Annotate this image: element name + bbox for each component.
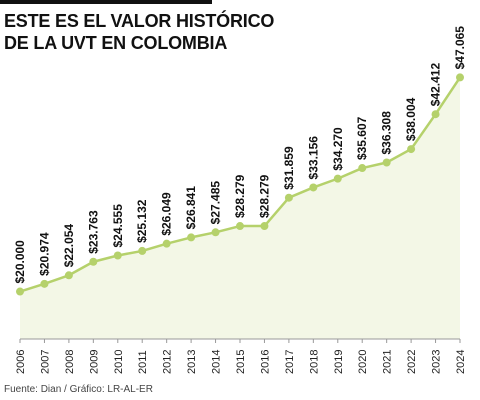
x-tick-label: 2010 [113, 350, 125, 374]
data-point [187, 233, 196, 242]
value-label: $27.485 [209, 181, 223, 225]
source-note: Fuente: Dian / Gráfico: LR-AL-ER [4, 384, 153, 395]
x-tick-label: 2021 [382, 350, 394, 374]
value-label: $35.607 [355, 116, 369, 160]
x-tick-label: 2017 [284, 350, 296, 374]
x-tick-label: 2014 [211, 350, 223, 374]
x-tick-label: 2016 [259, 350, 271, 374]
value-label: $28.279 [233, 174, 247, 218]
value-label: $25.132 [135, 199, 149, 243]
chart-title-line-1: ESTE ES EL VALOR HISTÓRICO [4, 11, 275, 31]
value-label: $20.974 [37, 232, 51, 276]
value-label: $31.859 [282, 146, 296, 190]
x-tick-label: 2020 [357, 350, 369, 374]
data-point [407, 145, 416, 154]
x-tick-label: 2015 [235, 350, 247, 374]
data-point [284, 193, 293, 202]
data-point [358, 164, 367, 173]
data-point [309, 183, 318, 192]
data-point [64, 271, 73, 280]
value-label: $36.308 [380, 111, 394, 155]
x-tick-label: 2007 [39, 350, 51, 374]
data-point [456, 73, 464, 82]
data-point [16, 287, 24, 296]
data-point [431, 110, 440, 119]
value-label: $26.049 [160, 192, 174, 236]
value-label: $20.000 [13, 240, 27, 284]
x-tick-label: 2006 [15, 350, 27, 374]
x-tick-label: 2024 [455, 350, 467, 374]
area-fill [20, 77, 460, 340]
x-tick-label: 2012 [162, 350, 174, 374]
x-tick-label: 2018 [308, 350, 320, 374]
x-tick-label: 2013 [186, 350, 198, 374]
x-tick-label: 2008 [64, 350, 76, 374]
data-point [333, 174, 342, 183]
data-point [113, 251, 122, 260]
x-tick-label: 2009 [88, 350, 100, 374]
data-point [89, 257, 98, 266]
chart-title: ESTE ES EL VALOR HISTÓRICO DE LA UVT EN … [4, 10, 304, 54]
value-label: $38.004 [404, 97, 418, 141]
data-point [236, 222, 244, 231]
top-rule [0, 0, 212, 4]
value-label: $33.156 [306, 136, 320, 180]
value-label: $47.065 [453, 26, 467, 70]
chart-title-line-2: DE LA UVT EN COLOMBIA [4, 33, 228, 53]
data-point [40, 279, 49, 288]
value-label: $23.763 [86, 210, 100, 254]
value-label: $42.412 [429, 63, 443, 107]
x-tick-label: 2011 [137, 350, 149, 374]
data-point [260, 222, 269, 231]
x-tick-label: 2022 [406, 350, 418, 374]
value-label: $24.555 [111, 204, 125, 248]
value-label: $28.279 [257, 174, 271, 218]
value-label: $26.841 [184, 186, 198, 230]
data-point [382, 158, 391, 167]
value-label: $34.270 [331, 127, 345, 171]
value-label: $22.054 [62, 224, 76, 268]
x-tick-label: 2023 [431, 350, 443, 374]
data-point [162, 239, 171, 248]
data-point [138, 246, 147, 255]
x-tick-label: 2019 [333, 350, 345, 374]
data-point [211, 228, 220, 237]
